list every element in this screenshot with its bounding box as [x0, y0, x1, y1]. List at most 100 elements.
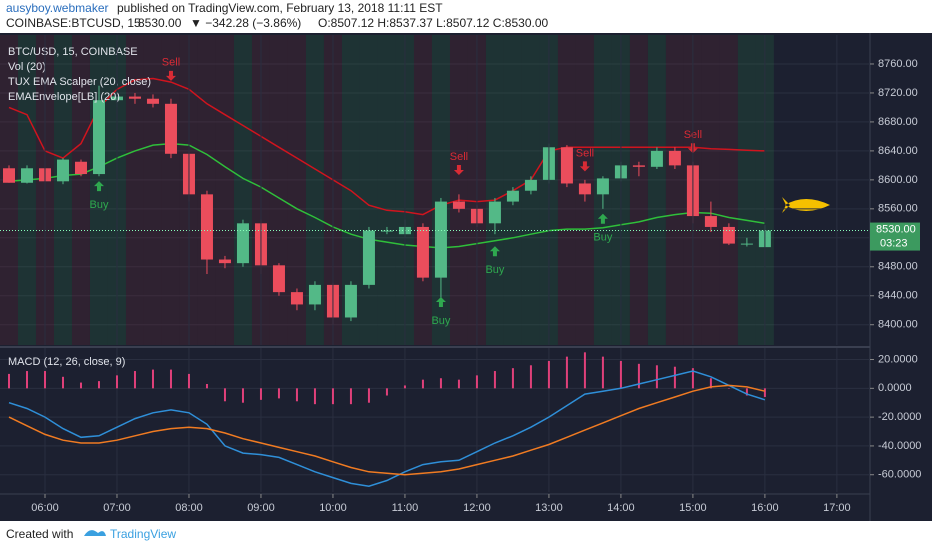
y-tick-label: 8680.00 — [878, 116, 918, 128]
candle-body — [218, 259, 231, 264]
histogram-bar — [709, 378, 712, 389]
candle-body — [668, 150, 681, 166]
ohlc: O:8507.12 H:8537.37 L:8507.12 C:8530.00 — [318, 16, 549, 30]
histogram-bar — [565, 356, 568, 389]
histogram-bar — [115, 375, 118, 389]
histogram-bar — [295, 388, 298, 402]
histogram-bar — [205, 384, 208, 389]
histogram-bar — [619, 360, 622, 389]
histogram-bar — [403, 385, 406, 389]
candle-background — [359, 35, 378, 345]
candle-background — [287, 35, 306, 345]
candle-background — [737, 35, 756, 345]
candle-body — [308, 284, 321, 305]
chart-background — [0, 33, 932, 521]
y-tick-label: -40.0000 — [878, 440, 921, 452]
histogram-bar — [511, 368, 514, 389]
series-line — [8, 142, 766, 249]
signal-arrow — [579, 161, 590, 172]
histogram-bar — [529, 365, 532, 389]
indicator-label: Vol (20) — [8, 61, 46, 73]
candle-background — [53, 35, 72, 345]
signal-arrow — [93, 181, 104, 192]
candle-background — [305, 35, 324, 345]
histogram-bar — [349, 388, 352, 405]
last-price-label: 8530.00 — [876, 223, 916, 235]
candle-body — [578, 183, 591, 195]
x-tick-label: 09:00 — [247, 502, 275, 514]
candle-body — [596, 178, 609, 195]
y-tick-label: 8720.00 — [878, 87, 918, 99]
histogram-bar — [493, 371, 496, 389]
histogram-bar — [367, 388, 370, 403]
histogram-bar — [169, 369, 172, 389]
histogram-bar — [223, 388, 226, 402]
signal-label: Sell — [450, 151, 468, 163]
histogram-bar — [61, 376, 64, 389]
candle-body — [740, 243, 753, 245]
candle-background — [647, 35, 666, 345]
candle-body — [416, 226, 429, 278]
histogram-bar — [79, 382, 82, 389]
signal-label: Buy — [593, 232, 612, 244]
candle-body — [722, 226, 735, 244]
candle-body — [128, 96, 141, 99]
histogram-bar — [133, 371, 136, 389]
candle-body — [452, 201, 465, 209]
candle-background — [629, 35, 648, 345]
candle-body — [650, 150, 663, 167]
candle-background — [233, 35, 252, 345]
candle-background — [485, 35, 504, 345]
histogram-bar — [151, 369, 154, 389]
author[interactable]: ausyboy.webmaker — [6, 1, 109, 15]
candle-background — [143, 35, 162, 345]
y-tick-label: 20.0000 — [878, 353, 918, 365]
signal-arrow — [165, 70, 176, 81]
histogram-bar — [259, 388, 262, 400]
histogram-bar — [745, 388, 748, 396]
series-line — [8, 370, 766, 487]
y-tick-label: 8400.00 — [878, 319, 918, 331]
x-tick-label: 17:00 — [823, 502, 851, 514]
symbol: COINBASE:BTCUSD, 15 — [6, 16, 141, 30]
published: published on TradingView.com, February 1… — [117, 1, 443, 15]
candle-body — [56, 159, 69, 182]
signal-label: Buy — [90, 199, 109, 211]
y-tick-label: 8440.00 — [878, 290, 918, 302]
candle-background — [557, 35, 576, 345]
pane-title: BTC/USD, 15, COINBASE — [8, 46, 138, 58]
candle-body — [560, 147, 573, 184]
candle-body — [506, 190, 519, 202]
series-line — [8, 384, 766, 476]
histogram-bar — [421, 379, 424, 389]
signal-arrow — [435, 296, 446, 307]
y-tick-label: 8480.00 — [878, 261, 918, 273]
candle-body — [344, 284, 357, 318]
signal-label: Buy — [431, 315, 450, 327]
histogram-bar — [547, 360, 550, 389]
signal-label: Buy — [485, 264, 504, 276]
candle-body — [236, 223, 249, 264]
countdown: 03:23 — [880, 237, 908, 249]
candle-body — [434, 201, 447, 278]
histogram-bar — [655, 365, 658, 389]
candle-body — [380, 230, 393, 232]
candle-background — [0, 35, 18, 345]
y-tick-label: 8560.00 — [878, 203, 918, 215]
y-tick-label: -20.0000 — [878, 411, 921, 423]
histogram-bar — [241, 388, 244, 403]
histogram-bar — [331, 388, 334, 405]
candle-body — [74, 161, 87, 175]
x-tick-label: 07:00 — [103, 502, 131, 514]
candle-body — [704, 216, 717, 227]
histogram-bar — [727, 388, 730, 389]
y-tick-label: 8760.00 — [878, 58, 918, 70]
candle-background — [269, 35, 288, 345]
candle-body — [290, 292, 303, 305]
x-tick-label: 14:00 — [607, 502, 635, 514]
candle-body — [632, 165, 645, 167]
histogram-bar — [691, 368, 694, 389]
candle-background — [449, 35, 468, 345]
footer-brand[interactable]: TradingView — [110, 527, 176, 541]
